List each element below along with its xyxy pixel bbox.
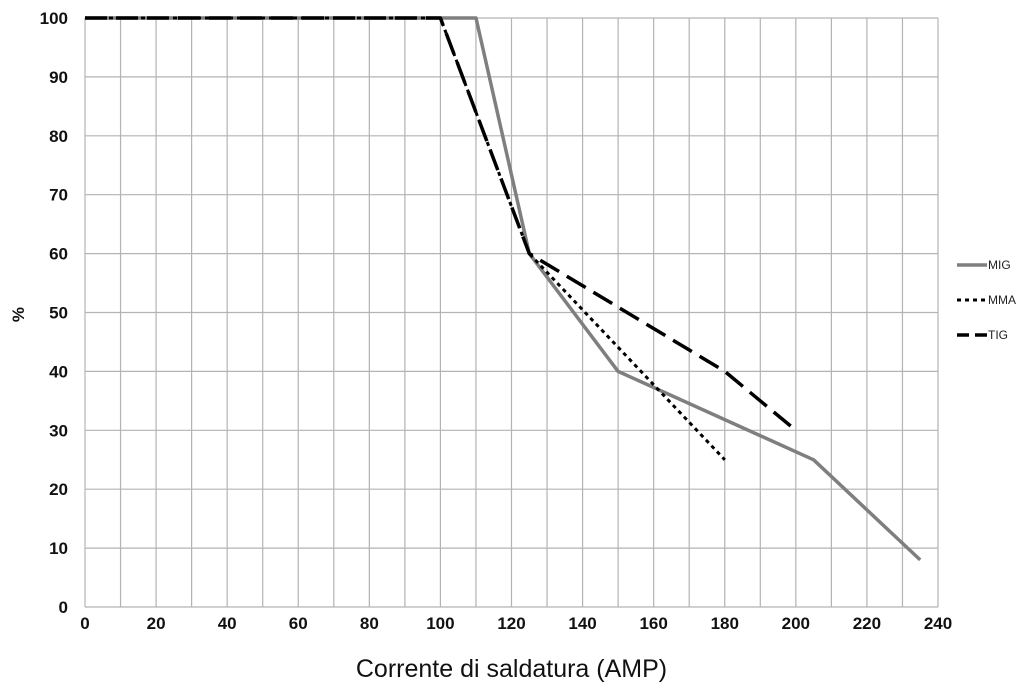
x-tick-label: 240 xyxy=(924,614,952,633)
x-tick-label: 40 xyxy=(218,614,237,633)
x-tick-label: 80 xyxy=(360,614,379,633)
x-tick-labels: 0 20 40 60 80 100 120 140 160 180 200 220 240 xyxy=(80,614,952,633)
legend-label-mig: MIG xyxy=(988,258,1011,272)
y-tick-label: 0 xyxy=(59,598,68,617)
series-line-tig xyxy=(85,16,797,432)
y-tick-label: 10 xyxy=(49,539,68,558)
legend-label-mma: MMA xyxy=(988,293,1016,307)
y-tick-labels: 0 10 20 30 40 50 60 70 80 90 100 xyxy=(40,9,68,617)
y-tick-label: 60 xyxy=(49,245,68,264)
y-tick-label: 90 xyxy=(49,68,68,87)
x-tick-label: 200 xyxy=(782,614,810,633)
x-tick-label: 180 xyxy=(711,614,739,633)
legend: MIG MMA TIG xyxy=(957,258,1016,342)
legend-label-tig: TIG xyxy=(988,328,1008,342)
x-tick-label: 20 xyxy=(147,614,166,633)
x-tick-label: 120 xyxy=(497,614,525,633)
y-tick-label: 20 xyxy=(49,480,68,499)
y-axis-title: % xyxy=(9,307,28,322)
series-line-mig xyxy=(85,16,922,562)
x-tick-label: 140 xyxy=(568,614,596,633)
y-tick-label: 30 xyxy=(49,421,68,440)
x-axis-title: Corrente di saldatura (AMP) xyxy=(356,655,667,683)
grid xyxy=(84,17,939,608)
x-tick-label: 60 xyxy=(289,614,308,633)
x-tick-label: 160 xyxy=(639,614,667,633)
y-tick-label: 40 xyxy=(49,362,68,381)
y-tick-label: 100 xyxy=(40,9,68,28)
x-tick-label: 220 xyxy=(853,614,881,633)
series-group xyxy=(85,16,922,562)
y-tick-label: 50 xyxy=(49,304,68,323)
y-tick-label: 80 xyxy=(49,127,68,146)
y-tick-label: 70 xyxy=(49,186,68,205)
x-tick-label: 0 xyxy=(80,614,89,633)
x-tick-label: 100 xyxy=(426,614,454,633)
